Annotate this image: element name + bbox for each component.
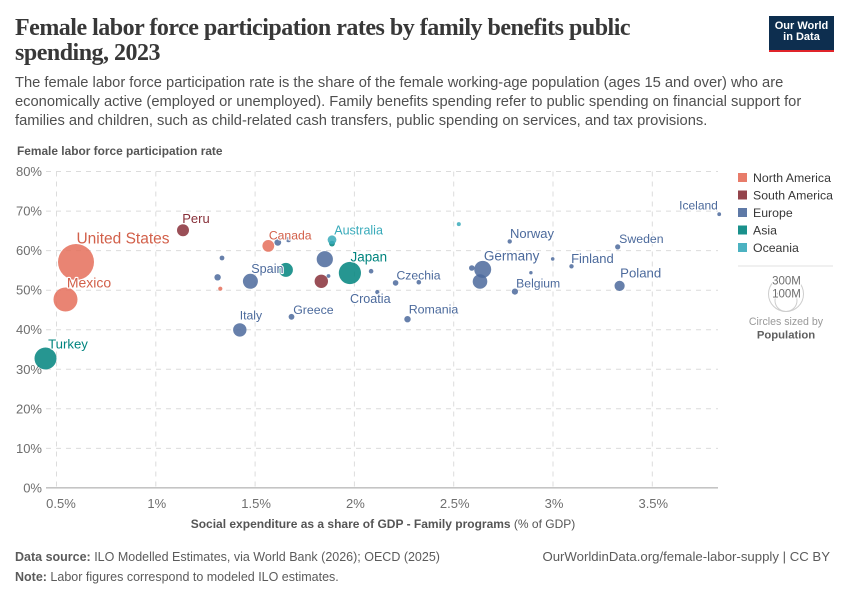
- svg-text:Circles sized by: Circles sized by: [749, 316, 824, 328]
- svg-text:Germany: Germany: [484, 249, 540, 264]
- svg-text:Oceania: Oceania: [753, 241, 799, 255]
- svg-text:Female labor force participati: Female labor force participation rate: [17, 144, 223, 158]
- svg-text:10%: 10%: [16, 441, 42, 456]
- svg-text:Romania: Romania: [409, 302, 459, 316]
- svg-text:Sweden: Sweden: [619, 232, 664, 246]
- svg-text:Poland: Poland: [620, 265, 661, 280]
- svg-text:Iceland: Iceland: [679, 198, 718, 212]
- svg-text:Europe: Europe: [753, 206, 793, 220]
- svg-text:Asia: Asia: [753, 224, 777, 238]
- svg-text:Social expenditure as a share: Social expenditure as a share of GDP - F…: [191, 517, 576, 531]
- svg-text:40%: 40%: [16, 322, 42, 337]
- svg-text:20%: 20%: [16, 401, 42, 416]
- svg-text:Greece: Greece: [293, 303, 333, 317]
- svg-text:Canada: Canada: [269, 228, 312, 242]
- svg-text:Peru: Peru: [182, 211, 209, 226]
- svg-text:South America: South America: [753, 189, 833, 203]
- svg-text:Population: Population: [757, 329, 815, 341]
- svg-text:70%: 70%: [16, 204, 42, 219]
- svg-text:Czechia: Czechia: [396, 269, 440, 283]
- svg-text:0%: 0%: [23, 480, 42, 495]
- svg-text:Croatia: Croatia: [350, 292, 391, 306]
- svg-text:Spain: Spain: [251, 262, 283, 276]
- svg-text:1%: 1%: [147, 496, 166, 511]
- svg-text:80%: 80%: [16, 164, 42, 179]
- svg-text:United States: United States: [76, 230, 169, 247]
- svg-text:Norway: Norway: [510, 226, 555, 241]
- svg-text:0.5%: 0.5%: [46, 496, 76, 511]
- svg-text:2.5%: 2.5%: [440, 496, 470, 511]
- svg-text:Finland: Finland: [571, 251, 614, 266]
- svg-text:50%: 50%: [16, 283, 42, 298]
- svg-text:Japan: Japan: [351, 250, 387, 265]
- svg-text:Italy: Italy: [240, 309, 263, 323]
- svg-text:60%: 60%: [16, 243, 42, 258]
- svg-text:3%: 3%: [545, 496, 564, 511]
- svg-text:Turkey: Turkey: [48, 337, 88, 352]
- svg-text:300M: 300M: [772, 275, 801, 287]
- svg-text:Australia: Australia: [334, 224, 383, 238]
- svg-text:100M: 100M: [772, 289, 801, 301]
- svg-text:3.5%: 3.5%: [638, 496, 668, 511]
- svg-text:30%: 30%: [16, 362, 42, 377]
- svg-text:Belgium: Belgium: [516, 276, 560, 290]
- svg-text:2%: 2%: [346, 496, 365, 511]
- svg-text:Mexico: Mexico: [67, 275, 112, 291]
- svg-text:1.5%: 1.5%: [241, 496, 271, 511]
- svg-text:North America: North America: [753, 171, 831, 185]
